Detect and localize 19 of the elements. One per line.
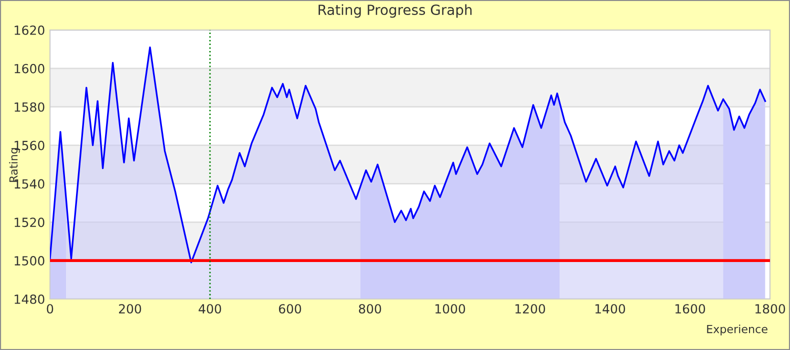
x-tick-label: 200 (118, 304, 142, 314)
x-tick-label: 400 (198, 304, 222, 314)
y-tick-label: 1600 (14, 64, 44, 74)
x-tick-label: 1800 (755, 304, 786, 314)
y-tick-label: 1500 (14, 256, 44, 266)
y-tick-label: 1480 (14, 294, 44, 304)
chart-title: Rating Progress Graph (318, 4, 472, 18)
y-tick-label: 1580 (14, 102, 44, 112)
x-tick-label: 1200 (515, 304, 546, 314)
x-tick-label: 1400 (595, 304, 626, 314)
x-tick-label: 600 (278, 304, 302, 314)
x-tick-label: 0 (46, 304, 54, 314)
y-tick-label: 1560 (14, 140, 44, 150)
x-tick-label: 800 (358, 304, 382, 314)
x-tick-label: 1600 (675, 304, 706, 314)
y-tick-label: 1620 (14, 25, 44, 35)
y-tick-label: 1520 (14, 218, 44, 228)
x-axis-title: Experience (707, 324, 768, 336)
x-tick-label: 1000 (435, 304, 466, 314)
